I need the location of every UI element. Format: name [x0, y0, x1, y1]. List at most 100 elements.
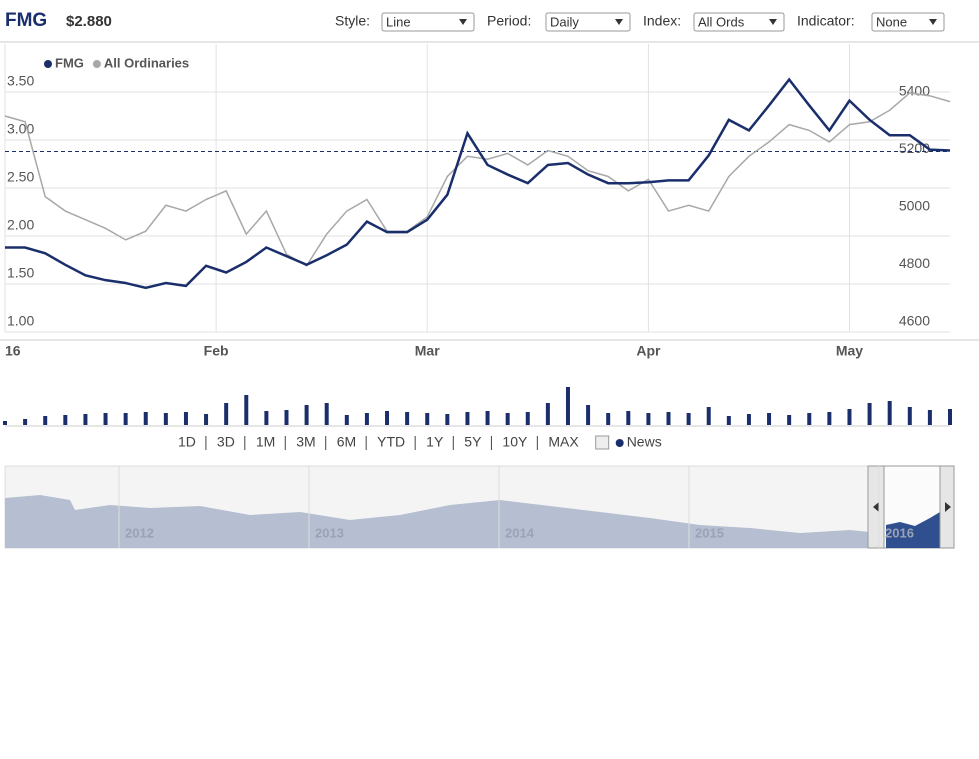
- volume-bar: [364, 413, 369, 425]
- volume-bar: [505, 413, 510, 425]
- range-button[interactable]: 3M: [296, 434, 315, 450]
- range-button[interactable]: 1M: [256, 434, 275, 450]
- navigator-selected-area: [886, 512, 940, 548]
- dropdown[interactable]: [381, 12, 475, 32]
- volume-bar: [23, 419, 28, 425]
- volume-bar: [807, 413, 812, 425]
- range-button[interactable]: 5Y: [464, 434, 482, 450]
- control-label: Indicator:: [797, 13, 855, 29]
- dropdown-value: All Ords: [698, 14, 745, 29]
- volume-bar: [123, 413, 128, 425]
- volume-bar: [324, 403, 329, 425]
- control-label: Period:: [487, 13, 531, 29]
- navigator-year: 2014: [505, 525, 535, 540]
- range-button[interactable]: 3D: [217, 434, 235, 450]
- legend-marker: [44, 60, 52, 68]
- ticker: FMG: [5, 10, 47, 31]
- range-button[interactable]: YTD: [377, 434, 405, 450]
- volume-bar: [204, 414, 209, 425]
- volume-bar: [3, 421, 7, 425]
- y-tick-label: 2.50: [7, 169, 34, 185]
- dropdown-arrow: [615, 19, 623, 25]
- volume-bar: [83, 414, 88, 425]
- volume-bar: [586, 405, 591, 425]
- volume-bar: [43, 416, 48, 425]
- control-label: Style:: [335, 13, 370, 29]
- volume-bar: [304, 405, 309, 425]
- y-tick-label: 3.00: [7, 121, 34, 137]
- y-tick-label: 1.50: [7, 265, 34, 281]
- volume-bar: [646, 413, 651, 425]
- legend-marker: [92, 60, 101, 68]
- volume-bar: [927, 410, 932, 425]
- navigator-year: 2013: [315, 525, 344, 540]
- volume-bar: [847, 409, 852, 425]
- y2-tick-label: 4800: [899, 255, 930, 271]
- news-label[interactable]: News: [627, 434, 662, 450]
- volume-bar: [244, 395, 249, 425]
- volume-bar: [385, 411, 390, 425]
- volume-bar: [183, 412, 188, 425]
- volume-bar: [465, 412, 470, 425]
- volume-bar: [224, 403, 229, 425]
- navigator-area: [5, 495, 870, 548]
- x-tick-label: Apr: [636, 343, 661, 359]
- navigator-year: 2015: [695, 525, 724, 540]
- volume-bar: [445, 414, 450, 425]
- y2-tick-label: 5000: [899, 198, 930, 214]
- news-marker: [615, 439, 624, 447]
- dropdown[interactable]: [545, 12, 631, 32]
- volume-bar: [344, 415, 349, 425]
- volume-bar: [827, 412, 832, 425]
- navigator-year: 2016: [885, 525, 914, 540]
- range-button[interactable]: 6M: [337, 434, 356, 450]
- y-tick-label: 3.50: [7, 73, 34, 89]
- arrow-left: [873, 502, 879, 512]
- volume-bar: [163, 413, 168, 425]
- x-tick-label: Feb: [204, 343, 229, 359]
- x-tick-label: 16: [5, 343, 21, 359]
- volume-bar: [746, 414, 751, 425]
- range-button[interactable]: 10Y: [502, 434, 528, 450]
- range-button[interactable]: MAX: [548, 434, 579, 450]
- volume-bar: [767, 413, 772, 425]
- series-line: [5, 77, 951, 290]
- price: $2.880: [66, 13, 112, 30]
- x-tick-label: May: [836, 343, 863, 359]
- range-button[interactable]: 1Y: [426, 434, 444, 450]
- dropdown-value: Daily: [550, 14, 579, 29]
- volume-bar: [907, 407, 912, 425]
- dropdown[interactable]: [693, 12, 785, 32]
- series-line: [4, 92, 951, 267]
- volume-bar: [545, 403, 550, 425]
- volume-bar: [425, 413, 430, 425]
- volume-bar: [63, 415, 68, 425]
- volume-bar: [525, 412, 530, 425]
- control-label: Index:: [643, 13, 681, 29]
- volume-bar: [867, 403, 872, 425]
- y-tick-label: 1.00: [7, 313, 34, 329]
- arrow-right: [945, 502, 951, 512]
- volume-bar: [686, 413, 691, 425]
- volume-bar: [565, 387, 570, 425]
- legend-label: All Ordinaries: [104, 55, 189, 70]
- volume-bar: [284, 410, 289, 425]
- news-checkbox[interactable]: [595, 435, 610, 450]
- volume-bar: [103, 413, 108, 425]
- dropdown-value: Line: [386, 14, 411, 29]
- y2-tick-label: 4600: [899, 313, 930, 329]
- dropdown[interactable]: [871, 12, 945, 32]
- volume-bar: [726, 416, 731, 425]
- range-button[interactable]: 1D: [178, 434, 196, 450]
- volume-bar: [264, 411, 269, 425]
- volume-bar: [706, 407, 711, 425]
- volume-bar: [948, 409, 952, 425]
- volume-bar: [626, 411, 631, 425]
- x-tick-label: Mar: [415, 343, 440, 359]
- dropdown-arrow: [769, 19, 777, 25]
- legend-label: FMG: [55, 55, 84, 70]
- dropdown-arrow: [459, 19, 467, 25]
